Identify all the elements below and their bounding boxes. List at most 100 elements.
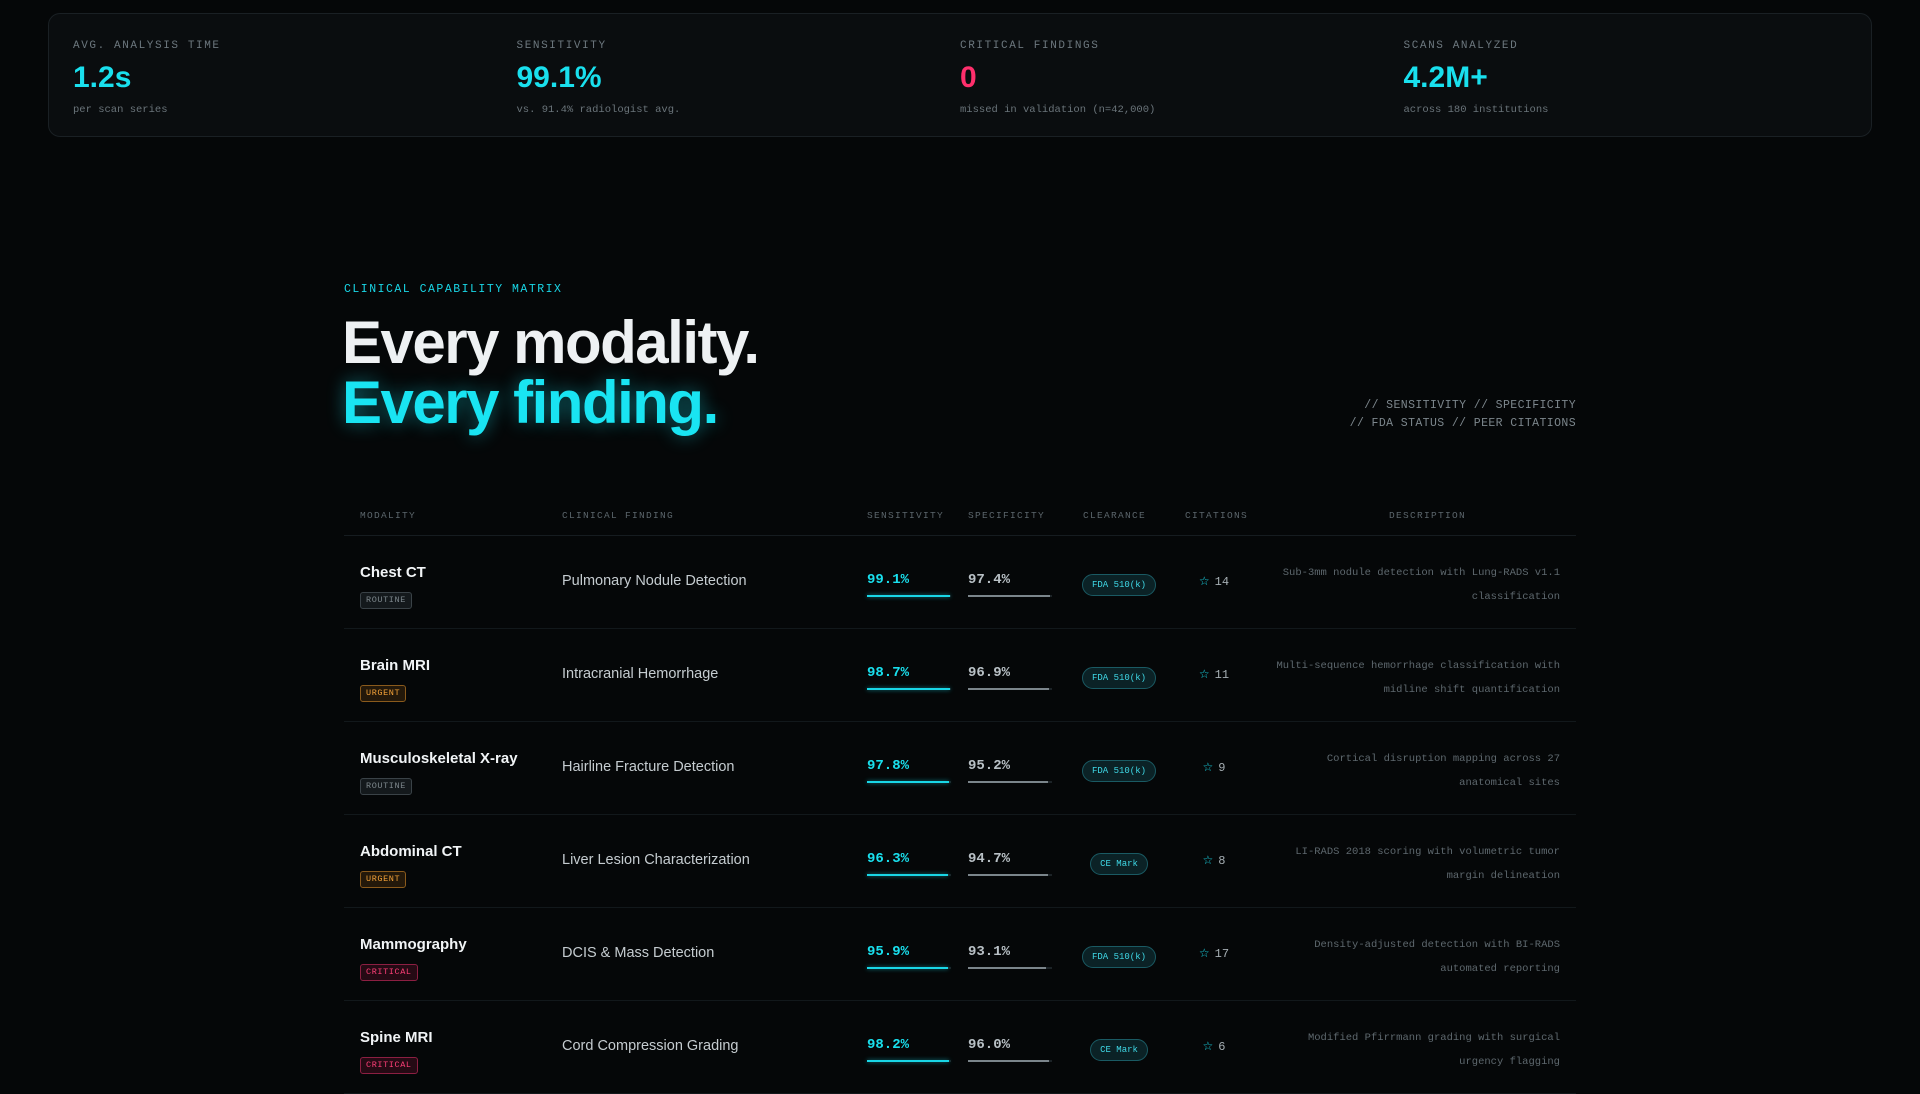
stat-label: SENSITIVITY	[516, 40, 607, 52]
clearance-badge: FDA 510(k)	[1081, 574, 1156, 596]
modality-cell: Spine MRI CRITICAL	[360, 1029, 433, 1074]
header-clearance: CLEARANCE	[1083, 510, 1147, 521]
citations-cell[interactable]: ☆ 9	[1184, 760, 1244, 775]
table-row[interactable]: Musculoskeletal X-ray ROUTINE Hairline Fra…	[344, 722, 1576, 815]
specificity-bar	[968, 781, 1048, 783]
specificity-bar-track	[968, 781, 1052, 783]
citations-cell[interactable]: ☆ 17	[1184, 946, 1244, 961]
clinical-finding: Pulmonary Nodule Detection	[562, 573, 747, 589]
star-outline-icon: ☆	[1198, 947, 1210, 961]
clinical-finding: Cord Compression Grading	[562, 1038, 739, 1054]
header-sensitivity: SENSITIVITY	[867, 510, 945, 521]
section-eyebrow: CLINICAL CAPABILITY MATRIX	[344, 283, 563, 296]
description: Modified Pfirrmann grading with surgical…	[1307, 1032, 1560, 1068]
description: Multi-sequence hemorrhage classification…	[1276, 660, 1560, 696]
specificity-cell: 93.1%	[968, 944, 1052, 969]
stat-label: AVG. ANALYSIS TIME	[73, 40, 221, 52]
sensitivity-bar	[867, 688, 950, 690]
citation-count: 8	[1218, 854, 1226, 868]
specificity-cell: 97.4%	[968, 572, 1052, 597]
specificity-bar	[968, 874, 1048, 876]
citations-cell[interactable]: ☆ 14	[1184, 574, 1244, 589]
description: Sub-3mm nodule detection with Lung-RADS …	[1282, 567, 1560, 603]
clearance-cell: CE Mark	[1076, 853, 1162, 875]
stat-label: CRITICAL FINDINGS	[960, 40, 1100, 52]
meta-line1: // SENSITIVITY // SPECIFICITY	[1364, 399, 1576, 412]
table-row[interactable]: Spine MRI CRITICAL Cord Compression Gradin…	[344, 1001, 1576, 1094]
sensitivity-value: 96.3%	[867, 851, 910, 867]
specificity-bar	[968, 967, 1047, 969]
header-citations: CITATIONS	[1185, 510, 1249, 521]
header-finding: CLINICAL FINDING	[562, 510, 675, 521]
specificity-value: 96.9%	[968, 665, 1011, 681]
sensitivity-bar	[867, 874, 948, 876]
sensitivity-value: 98.2%	[867, 1037, 910, 1053]
specificity-value: 95.2%	[968, 758, 1011, 774]
clearance-badge: FDA 510(k)	[1081, 667, 1156, 689]
meta-line2: // FDA STATUS // PEER CITATIONS	[1349, 417, 1576, 430]
stat-subtext: missed in validation (n=42,000)	[960, 104, 1156, 116]
citation-count: 9	[1218, 761, 1226, 775]
clearance-cell: CE Mark	[1076, 1039, 1162, 1061]
header-description: DESCRIPTION	[1389, 510, 1467, 521]
modality-name: Musculoskeletal X-ray	[360, 750, 518, 767]
stat-subtext: vs. 91.4% radiologist avg.	[516, 104, 681, 116]
clinical-finding: Liver Lesion Characterization	[562, 852, 750, 868]
sensitivity-cell: 95.9%	[867, 944, 951, 969]
star-outline-icon: ☆	[1198, 575, 1210, 589]
citation-count: 6	[1218, 1040, 1226, 1054]
table-row[interactable]: Abdominal CT URGENT Liver Lesion Character…	[344, 815, 1576, 908]
citations-cell[interactable]: ☆ 8	[1184, 853, 1244, 868]
header-modality: MODALITY	[360, 510, 417, 521]
clinical-finding: Hairline Fracture Detection	[562, 759, 735, 775]
star-outline-icon: ☆	[1202, 854, 1214, 868]
specificity-value: 93.1%	[968, 944, 1011, 960]
table-row[interactable]: Chest CT ROUTINE Pulmonary Nodule Detectio…	[344, 536, 1576, 629]
star-outline-icon: ☆	[1202, 1040, 1214, 1054]
description: Density-adjusted detection with BI-RADS …	[1314, 939, 1560, 975]
description: Cortical disruption mapping across 27 an…	[1326, 753, 1560, 789]
sensitivity-cell: 98.7%	[867, 665, 951, 690]
citation-count: 11	[1214, 668, 1230, 682]
citations-cell[interactable]: ☆ 11	[1184, 667, 1244, 682]
sensitivity-value: 99.1%	[867, 572, 910, 588]
clearance-cell: FDA 510(k)	[1076, 667, 1162, 689]
specificity-value: 97.4%	[968, 572, 1011, 588]
modality-cell: Musculoskeletal X-ray ROUTINE	[360, 750, 518, 795]
modality-cell: Chest CT ROUTINE	[360, 564, 426, 609]
sensitivity-bar-track	[867, 688, 951, 690]
table-row[interactable]: Brain MRI URGENT Intracranial Hemorrhage 98…	[344, 629, 1576, 722]
section-title-line1: Every modality.	[342, 309, 760, 376]
citations-cell[interactable]: ☆ 6	[1184, 1039, 1244, 1054]
stat-value: 4.2M+	[1403, 61, 1488, 94]
stat-value: 1.2s	[73, 61, 132, 94]
specificity-cell: 96.0%	[968, 1037, 1052, 1062]
modality-cell: Abdominal CT URGENT	[360, 843, 462, 888]
table-row[interactable]: Mammography CRITICAL DCIS & Mass Detection…	[344, 908, 1576, 1001]
table-body: Chest CT ROUTINE Pulmonary Nodule Detectio…	[344, 536, 1576, 1094]
modality-name: Chest CT	[360, 564, 426, 581]
section-title-line2: Every finding.	[342, 369, 719, 436]
sensitivity-cell: 96.3%	[867, 851, 951, 876]
header-specificity: SPECIFICITY	[968, 510, 1046, 521]
sensitivity-cell: 99.1%	[867, 572, 951, 597]
specificity-cell: 94.7%	[968, 851, 1052, 876]
sensitivity-value: 95.9%	[867, 944, 910, 960]
sensitivity-bar	[867, 1060, 950, 1062]
sensitivity-bar-track	[867, 874, 951, 876]
citation-count: 14	[1214, 575, 1230, 589]
sensitivity-cell: 98.2%	[867, 1037, 951, 1062]
stat-subtext: across 180 institutions	[1403, 104, 1549, 116]
stat-card: AVG. ANALYSIS TIME 1.2s per scan series	[73, 14, 517, 136]
sensitivity-bar-track	[867, 967, 951, 969]
description: LI-RADS 2018 scoring with volumetric tum…	[1295, 846, 1560, 882]
sensitivity-bar-track	[867, 781, 951, 783]
citation-count: 17	[1214, 947, 1230, 961]
priority-badge: ROUTINE	[360, 592, 412, 609]
sensitivity-value: 97.8%	[867, 758, 910, 774]
priority-badge: URGENT	[360, 685, 407, 702]
specificity-bar-track	[968, 688, 1052, 690]
sensitivity-cell: 97.8%	[867, 758, 951, 783]
table-header: MODALITY CLINICAL FINDING SENSITIVITY SP…	[344, 500, 1576, 536]
clinical-finding: Intracranial Hemorrhage	[562, 666, 719, 682]
